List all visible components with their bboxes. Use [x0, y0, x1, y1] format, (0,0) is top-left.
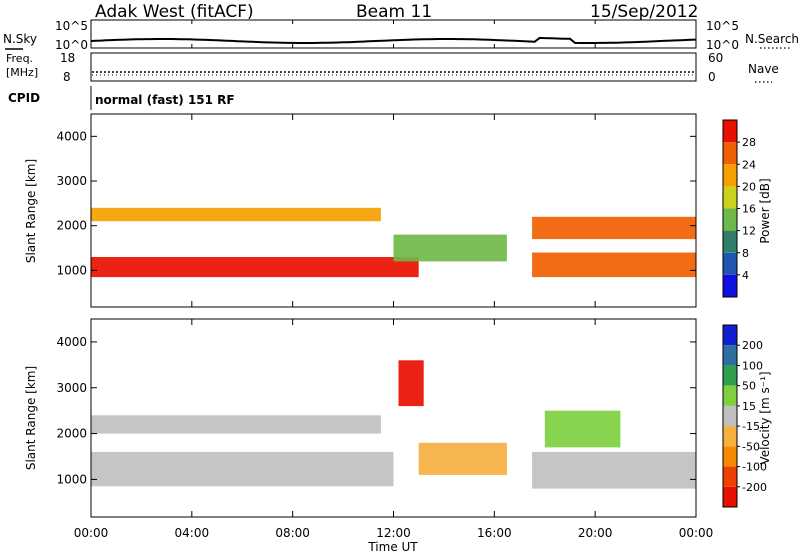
power-ytick-label-0: 1000 [56, 263, 87, 277]
power-colorbar-swatch-1 [723, 252, 737, 275]
velocity-colorbar-frame [722, 324, 738, 508]
power-band-2 [393, 234, 507, 262]
nsky-tick-top: 10^5 [55, 19, 88, 33]
freq-label-line1: Freq. [6, 52, 33, 65]
velocity-colorbar-swatch-8 [723, 325, 737, 346]
velocity-colorbar-swatch-2 [723, 446, 737, 467]
velocity-band-1 [91, 415, 381, 434]
velocity-colorbar-tick-label-1: -100 [742, 461, 767, 474]
velocity-band-4 [532, 451, 696, 489]
velocity-panel: 1000 2000 3000 4000 Slant Range [km] -200 -1… [24, 318, 772, 518]
nave-tick-bottom: 0 [708, 70, 716, 84]
velocity-band-3 [398, 360, 424, 407]
power-colorbar-swatch-6 [723, 142, 737, 165]
time-x-axis: 00:00 04:00 08:00 12:00 16:00 20:00 00:00 [74, 20, 714, 540]
velocity-y-axis: 1000 2000 3000 4000 [56, 335, 696, 486]
velocity-colorbar-swatch-1 [723, 466, 737, 487]
freq-label-line2: [MHz] [6, 66, 38, 79]
power-ytick-label-1: 2000 [56, 219, 87, 233]
cpid-label: CPID [8, 91, 40, 105]
velocity-colorbar-tick-label-0: -200 [742, 481, 767, 494]
power-band-1 [91, 207, 381, 222]
freq-tick-top: 18 [60, 51, 75, 65]
power-colorbar-swatch-5 [723, 164, 737, 187]
velocity-band-0 [91, 451, 394, 487]
velocity-colorbar-tick-label-7: 200 [742, 339, 763, 352]
power-colorbar-swatch-0 [723, 274, 737, 297]
power-colorbar-swatch-7 [723, 120, 737, 143]
power-ylabel: Slant Range [km] [24, 159, 38, 263]
velocity-colorbar-swatch-6 [723, 365, 737, 386]
velocity-colorbar-swatch-0 [723, 486, 737, 507]
power-colorbar-tick-label-1: 8 [742, 247, 749, 260]
nsky-label: N.Sky [3, 32, 37, 46]
nsearch-tick-top: 10^5 [706, 19, 739, 33]
velocity-ytick-label-0: 1000 [56, 472, 87, 486]
velocity-ytick-label-3: 4000 [56, 335, 87, 349]
power-heatmap [91, 207, 696, 278]
x-tick-label-5: 20:00 [578, 526, 613, 540]
velocity-colorbar: -200 -100 -50 -15 15 50 100 200 [722, 324, 767, 508]
velocity-colorbar-swatch-4 [723, 405, 737, 427]
nave-tick-top: 60 [708, 51, 723, 65]
velocity-colorbar-label: Velocity [m s⁻¹] [758, 371, 772, 464]
nsky-panel: N.Sky 10^5 10^0 10^5 10^0 N.Search [3, 19, 799, 52]
x-tick-label-2: 08:00 [275, 526, 310, 540]
velocity-colorbar-swatch-7 [723, 345, 737, 366]
velocity-ytick-label-1: 2000 [56, 427, 87, 441]
date-title: 15/Sep/2012 [590, 2, 698, 22]
power-colorbar-label: Power [dB] [758, 178, 772, 243]
nsearch-tick-bottom: 10^0 [706, 38, 739, 52]
velocity-colorbar-swatch-5 [723, 385, 737, 406]
station-title: Adak West (fitACF) [95, 2, 254, 22]
x-tick-label-4: 16:00 [477, 526, 512, 540]
power-colorbar-swatch-2 [723, 230, 737, 253]
velocity-colorbar-tick-label-4: 15 [742, 400, 756, 413]
velocity-band-5 [544, 410, 621, 448]
nave-label: Nave [748, 62, 779, 76]
velocity-colorbar-tick-label-6: 100 [742, 359, 763, 372]
power-colorbar-tick-label-4: 20 [742, 180, 756, 193]
freq-panel: Freq. [MHz] 18 8 60 0 Nave [6, 51, 779, 84]
x-tick-label-1: 04:00 [175, 526, 210, 540]
nsky-trace [90, 36, 697, 44]
power-colorbar-tick-label-3: 16 [742, 203, 756, 216]
velocity-ytick-label-2: 3000 [56, 381, 87, 395]
x-tick-label-0: 00:00 [74, 526, 109, 540]
power-y-axis: 1000 2000 3000 4000 [56, 129, 696, 277]
x-tick-label-3: 12:00 [376, 526, 411, 540]
cpid-text: normal (fast) 151 RF [95, 93, 235, 107]
velocity-band-2 [418, 442, 507, 475]
x-tick-label-6: 00:00 [679, 526, 714, 540]
x-axis-label: Time UT [367, 540, 418, 554]
power-colorbar-tick-label-5: 24 [742, 158, 756, 171]
power-panel: 1000 2000 3000 4000 Slant Range [km] 4 8 12 16… [24, 113, 772, 308]
nsearch-label: N.Search [745, 32, 799, 46]
velocity-heatmap [91, 360, 696, 489]
power-ytick-label-2: 3000 [56, 174, 87, 188]
power-colorbar-tick-label-6: 28 [742, 136, 756, 149]
beam-title: Beam 11 [356, 2, 432, 22]
power-colorbar-swatch-3 [723, 208, 737, 231]
velocity-colorbar-swatch-3 [723, 426, 737, 447]
power-ytick-label-3: 4000 [56, 129, 87, 143]
nsky-line [90, 36, 697, 44]
power-band-4 [532, 216, 696, 240]
freq-tick-bottom: 8 [63, 70, 71, 84]
power-colorbar-tick-label-0: 4 [742, 269, 749, 282]
nsky-tick-bottom: 10^0 [55, 38, 88, 52]
velocity-ylabel: Slant Range [km] [24, 366, 38, 470]
cpid-row: CPID normal (fast) 151 RF [8, 86, 235, 110]
power-band-3 [532, 252, 696, 278]
power-colorbar-tick-label-2: 12 [742, 225, 756, 238]
velocity-colorbar-tick-label-3: -15 [742, 420, 760, 433]
power-colorbar: 4 8 12 16 20 24 28 [722, 119, 756, 298]
power-colorbar-swatch-4 [723, 186, 737, 209]
power-band-0 [91, 257, 419, 278]
velocity-colorbar-tick-label-5: 50 [742, 380, 756, 393]
velocity-colorbar-tick-label-2: -50 [742, 440, 760, 453]
